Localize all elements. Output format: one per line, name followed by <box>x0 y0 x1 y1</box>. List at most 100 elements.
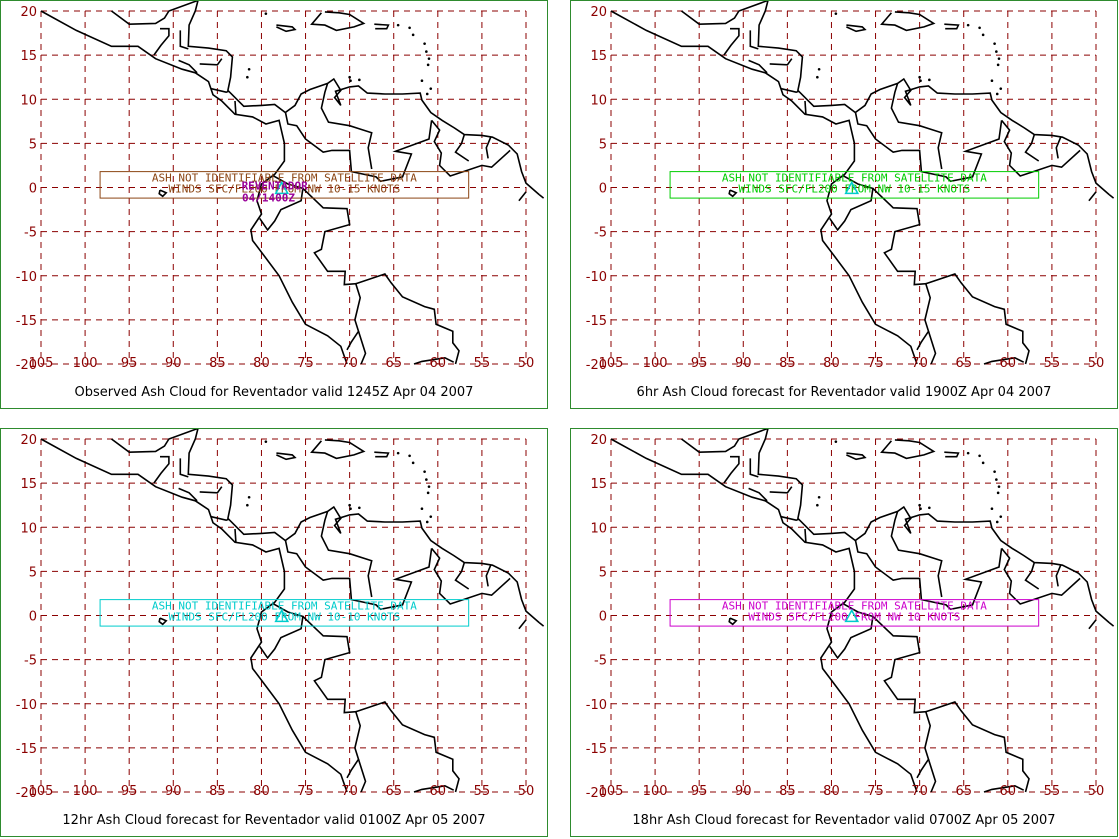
coastline <box>485 136 492 159</box>
lat-tick-label: -15 <box>586 742 607 757</box>
lon-tick-label: 60 <box>1000 784 1017 799</box>
lon-tick-label: 95 <box>121 784 138 799</box>
lat-tick-label: 0 <box>29 610 37 625</box>
panel-caption: 6hr Ash Cloud forecast for Reventador va… <box>636 385 1052 400</box>
volcano-icon <box>844 608 860 623</box>
coastline <box>153 455 170 484</box>
coastline <box>259 174 304 232</box>
coastline <box>890 511 943 598</box>
island <box>429 515 433 518</box>
island <box>420 507 424 511</box>
coastlines <box>40 1 545 365</box>
lat-tick-label: 0 <box>29 182 37 197</box>
coastline <box>944 23 960 30</box>
lat-tick-label: 10 <box>20 93 37 108</box>
island <box>993 42 996 45</box>
coastline <box>430 547 511 605</box>
island <box>997 57 1001 60</box>
island <box>990 507 994 511</box>
lon-tick-label: 85 <box>209 784 226 799</box>
advisory-box <box>669 599 1040 627</box>
volcano-icon <box>274 180 290 195</box>
coastline <box>234 528 237 543</box>
lon-tick-label: 100 <box>643 784 668 799</box>
lon-tick-label: 80 <box>823 784 840 799</box>
coastline <box>485 564 492 587</box>
lon-tick-label: 75 <box>297 356 314 371</box>
lon-tick-label: 55 <box>1044 356 1061 371</box>
coastline <box>454 134 470 162</box>
island <box>411 33 415 37</box>
coastline <box>925 701 1030 793</box>
lon-tick-label: 85 <box>209 356 226 371</box>
coastline <box>1055 564 1062 587</box>
coastline <box>925 273 1030 365</box>
coastline <box>872 187 932 351</box>
coastline <box>829 602 874 660</box>
lat-tick-label: 5 <box>599 565 607 580</box>
island <box>993 470 996 473</box>
grid <box>40 438 527 793</box>
volcano-date: 04/1400Z <box>242 192 295 205</box>
lon-tick-label: 80 <box>253 356 270 371</box>
coastline <box>1024 134 1040 162</box>
lat-tick-label: 5 <box>29 137 37 152</box>
lat-tick-label: 15 <box>20 477 37 492</box>
lon-tick-label: 95 <box>691 356 708 371</box>
coastline <box>781 87 800 94</box>
lat-tick-label: -10 <box>16 270 37 285</box>
lon-tick-label: 75 <box>297 784 314 799</box>
coastline <box>927 331 937 365</box>
panel-caption: 12hr Ash Cloud forecast for Reventador v… <box>62 813 486 828</box>
island <box>264 440 268 443</box>
lon-tick-label: 55 <box>1044 784 1061 799</box>
coastline <box>355 701 460 793</box>
coastline <box>728 189 738 198</box>
lon-tick-label: 85 <box>779 356 796 371</box>
coastline <box>276 24 297 33</box>
advisory-box <box>99 599 470 627</box>
island <box>996 63 1000 67</box>
lon-tick-label: 55 <box>474 356 491 371</box>
advisory-line-2: WINDS SFC/FL200 FROM NW 10-10 KNOTS <box>168 611 400 624</box>
island <box>928 506 931 510</box>
lat-tick-label: -20 <box>586 786 607 801</box>
lat-tick-label: 0 <box>599 182 607 197</box>
lon-tick-label: 95 <box>691 784 708 799</box>
island <box>817 67 821 71</box>
lon-tick-label: 105 <box>599 356 624 371</box>
coastline <box>846 24 867 33</box>
lon-tick-label: 105 <box>599 784 624 799</box>
coastline <box>1088 619 1097 630</box>
grid <box>610 438 1097 793</box>
island <box>995 50 998 53</box>
island <box>928 78 931 82</box>
advisory-line-1: ASH NOT IDENTIFIABLE FROM SATELLITE DATA <box>722 600 987 613</box>
lon-tick-label: 50 <box>518 784 535 799</box>
coastline <box>310 11 366 32</box>
island <box>834 12 838 15</box>
advisory-line-1: ASH NOT IDENTIFIABLE FROM SATELLITE DATA <box>152 172 417 185</box>
coastline <box>259 602 304 660</box>
lat-tick-label: -15 <box>586 314 607 329</box>
island <box>427 57 431 60</box>
island <box>995 520 999 524</box>
lat-tick-label: 20 <box>590 433 607 448</box>
coastline <box>880 439 936 460</box>
lat-tick-label: -5 <box>24 654 37 669</box>
coastline <box>111 429 540 624</box>
lon-tick-label: 75 <box>867 784 884 799</box>
island <box>349 79 352 83</box>
coastline <box>1108 621 1115 627</box>
lon-tick-label: 60 <box>430 356 447 371</box>
coastline <box>211 87 230 94</box>
lat-tick-label: 15 <box>20 49 37 64</box>
coastline <box>40 10 348 365</box>
island <box>425 50 428 53</box>
coastline <box>804 528 807 543</box>
island <box>978 454 981 458</box>
lon-tick-label: 105 <box>29 784 54 799</box>
island <box>918 75 921 79</box>
